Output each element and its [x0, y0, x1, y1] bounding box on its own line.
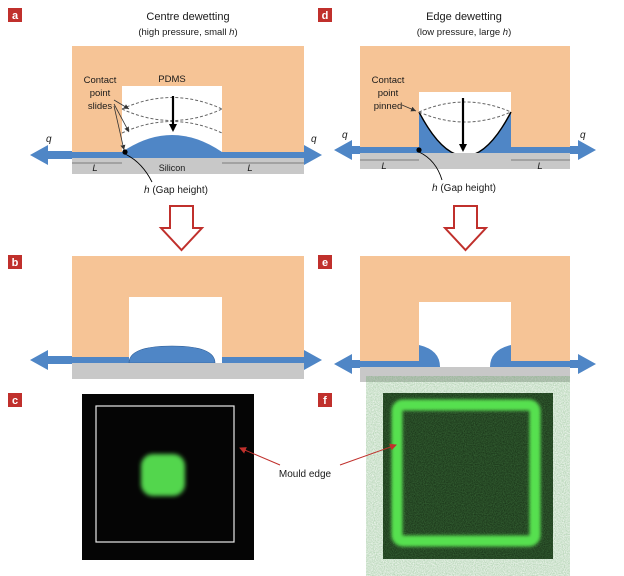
mould-edge-label: Mould edge [279, 469, 332, 480]
fluid-edge-meniscus [419, 345, 440, 367]
panel-a: a Centre dewetting (high pressure, small… [8, 8, 322, 196]
panel-d-badge [318, 8, 332, 22]
contact-label-line3: slides [88, 101, 113, 112]
mould-edge-pointer-left [239, 447, 281, 466]
outflow-arrow-right [570, 140, 596, 160]
q-label-right: q [311, 134, 317, 145]
fluid-droplet [128, 345, 216, 364]
panel-e-letter: e [322, 257, 328, 269]
q-label-left: q [342, 130, 348, 141]
silicon-label: Silicon [159, 163, 186, 173]
gap-label: h (Gap height) [432, 183, 496, 194]
leader-line [113, 105, 126, 151]
contact-label-line1: Contact [372, 75, 405, 86]
fluid-layer [222, 357, 304, 363]
pdms-mould [360, 46, 570, 147]
panel-e: e [318, 255, 596, 382]
l-label-right: L [537, 161, 542, 172]
panel-b-letter: b [12, 257, 19, 269]
pdms-mould [72, 256, 304, 358]
dewetted-spot [141, 454, 185, 496]
outflow-arrow-left [334, 354, 360, 374]
l-label-left: L [92, 163, 97, 174]
outflow-arrow-right [304, 350, 322, 370]
panel-c: c [8, 393, 254, 560]
panel-f-letter: f [323, 395, 327, 407]
outflow-arrow-left [30, 145, 72, 165]
panel-c-badge [8, 393, 22, 407]
mould-outline [95, 405, 235, 543]
pdms-mould [360, 256, 570, 362]
fluid-edge-meniscus [490, 345, 511, 367]
contact-label-line3: pinned [374, 101, 403, 112]
fluid-layer [72, 357, 129, 363]
pdms-label: PDMS [158, 74, 185, 85]
l-label-right: L [247, 163, 252, 174]
contact-point-dot [122, 149, 128, 155]
leader-line [113, 99, 130, 110]
panel-a-letter: a [12, 10, 19, 22]
membrane-curve [418, 111, 512, 123]
image-noise [383, 393, 553, 559]
contact-point-dot [416, 147, 422, 153]
panel-d-subtitle: (low pressure, large h) [417, 27, 512, 38]
silicon-substrate [360, 153, 570, 169]
panel-a-title: Centre dewetting [146, 11, 229, 23]
fluid-layer [511, 361, 570, 367]
panel-d: d Edge dewetting (low pressure, large h)… [318, 8, 596, 194]
transition-arrow-left [158, 205, 205, 252]
l-label-left: L [381, 161, 386, 172]
membrane-curve [418, 101, 512, 113]
panel-f-badge [318, 393, 332, 407]
panel-d-letter: d [322, 10, 329, 22]
dewetted-ring [391, 399, 541, 547]
q-label-left: q [46, 134, 52, 145]
transition-arrow-right [442, 205, 489, 252]
pdms-mould [72, 46, 304, 152]
fluid-droplet [122, 135, 222, 152]
leader-line [401, 104, 417, 112]
gap-leader [418, 151, 443, 181]
outflow-arrow-left [334, 140, 360, 160]
contact-label-line2: point [90, 88, 111, 99]
panel-f: f [318, 393, 553, 559]
contact-label-line1: Contact [84, 75, 117, 86]
outflow-arrow-right [570, 354, 596, 374]
fluid-layer [72, 152, 304, 158]
panel-b: b [8, 255, 322, 379]
q-label-right: q [580, 130, 586, 141]
silicon-substrate [72, 158, 304, 174]
outflow-arrow-left [30, 350, 72, 370]
panel-a-subtitle: (high pressure, small h) [138, 27, 237, 38]
leader-line [113, 103, 130, 133]
mould-edge-pointer-right [339, 443, 397, 466]
panel-b-badge [8, 255, 22, 269]
panel-d-title: Edge dewetting [426, 11, 502, 23]
panel-c-letter: c [12, 395, 18, 407]
fluid-layer [360, 361, 419, 367]
outflow-arrow-right [304, 145, 322, 165]
panel-e-badge [318, 255, 332, 269]
contact-label-line2: point [378, 88, 399, 99]
silicon-substrate [360, 367, 570, 382]
silicon-substrate [72, 363, 304, 379]
mould-cavity [419, 92, 511, 156]
gap-leader [124, 153, 153, 183]
panel-a-badge [8, 8, 22, 22]
gap-label: h (Gap height) [144, 185, 208, 196]
